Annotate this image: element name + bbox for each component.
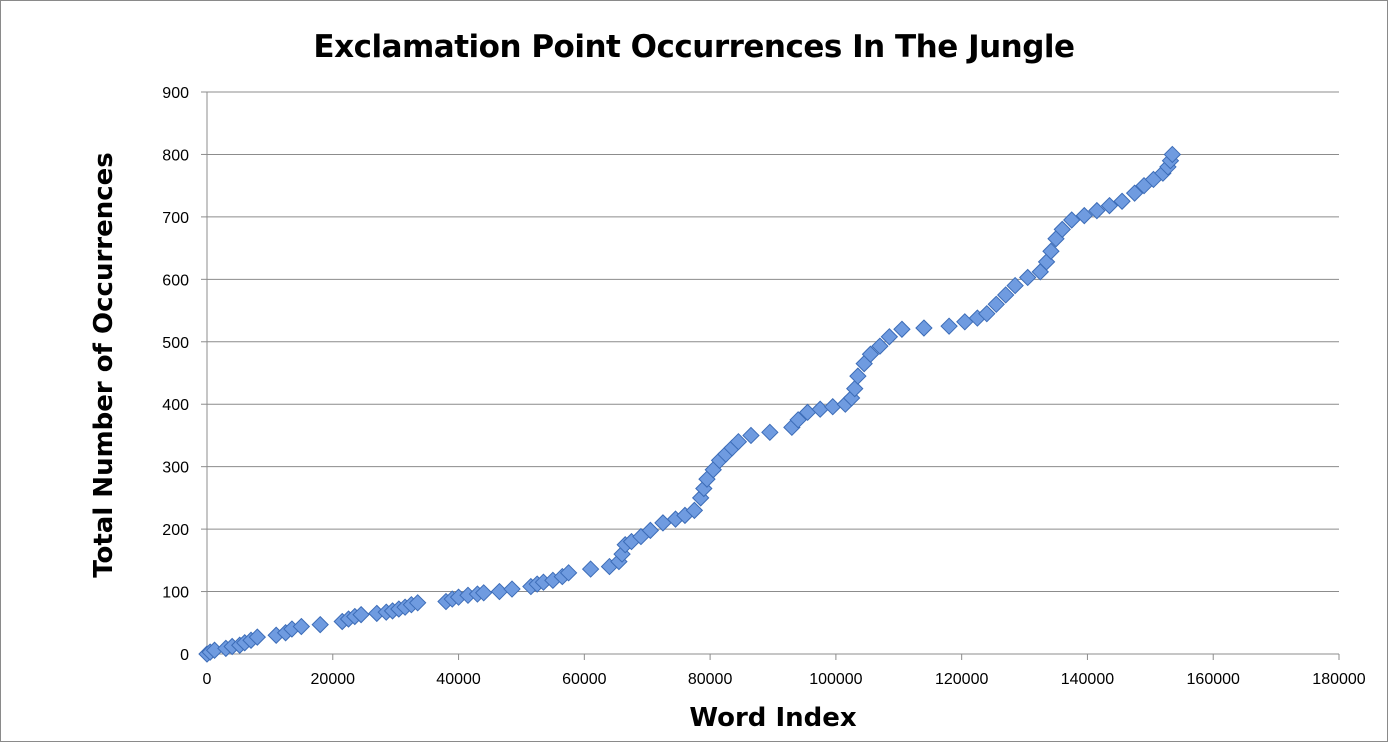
x-tick-label: 160000: [1187, 671, 1240, 688]
data-point: [871, 337, 889, 355]
data-point: [761, 423, 779, 442]
data-point: [849, 367, 867, 385]
data-point: [915, 319, 933, 337]
data-point: [880, 328, 899, 346]
data-point: [248, 628, 267, 646]
data-point: [1100, 196, 1119, 215]
x-tick-label: 40000: [436, 671, 481, 688]
data-point: [292, 617, 311, 636]
data-point: [846, 379, 864, 398]
data-point: [940, 317, 958, 335]
data-point: [1053, 220, 1071, 239]
chart-title: Exclamation Point Occurrences In The Jun…: [313, 29, 1075, 65]
data-point: [729, 432, 748, 451]
x-tick-label: 180000: [1312, 671, 1365, 688]
x-tick-label: 20000: [311, 671, 356, 688]
x-tick-label: 140000: [1061, 671, 1114, 688]
x-tick-label: 100000: [809, 671, 862, 688]
data-point: [1088, 201, 1106, 220]
data-point: [811, 400, 829, 418]
y-axis-title: Total Number of Occurrences: [89, 152, 119, 578]
y-tick-label: 300: [162, 460, 189, 477]
y-tick-label: 200: [162, 522, 189, 539]
data-point: [1075, 206, 1094, 225]
data-point: [1163, 145, 1182, 164]
x-tick-label: 120000: [935, 671, 988, 688]
data-point: [559, 564, 578, 582]
axes: [201, 91, 1340, 660]
data-point: [861, 345, 880, 363]
y-tick-label: 500: [162, 335, 189, 352]
y-tick-label: 700: [162, 210, 189, 227]
x-tick-label: 80000: [688, 671, 733, 688]
data-point: [1063, 211, 1081, 229]
data-point: [742, 426, 760, 445]
data-point: [996, 286, 1015, 304]
data-point: [654, 514, 672, 532]
y-tick-label: 600: [162, 272, 189, 289]
data-point: [352, 605, 370, 624]
data-point: [1006, 276, 1024, 295]
data-point: [475, 584, 493, 602]
x-tick-label: 60000: [562, 671, 607, 688]
data-point: [1125, 184, 1144, 202]
data-point: [503, 580, 521, 598]
data-point: [408, 594, 427, 612]
data-point: [956, 313, 974, 331]
data-point: [1113, 192, 1131, 210]
x-tick-labels: 0 20000 40000 60000 80000 100000 120000 140000 1…: [203, 671, 1366, 688]
y-tick-label: 0: [180, 647, 189, 664]
data-point: [824, 398, 842, 416]
y-tick-label: 900: [162, 85, 189, 102]
data-point: [581, 560, 600, 578]
data-point: [1037, 253, 1056, 271]
x-tick-label: 0: [203, 671, 212, 688]
grid-lines: [207, 91, 1339, 593]
data-point: [311, 615, 329, 634]
data-point: [490, 582, 509, 601]
y-tick-label: 400: [162, 397, 189, 414]
data-point: [978, 304, 996, 323]
data-markers: [198, 145, 1182, 663]
y-tick-labels: 0 100 200 300 400 500 600 700 800 900: [162, 85, 189, 664]
data-point: [641, 521, 660, 540]
x-axis-title: Word Index: [689, 703, 857, 733]
y-tick-label: 800: [162, 147, 189, 164]
y-tick-label: 100: [162, 585, 189, 602]
data-point: [1018, 268, 1037, 287]
data-point: [685, 501, 704, 520]
data-point: [1042, 242, 1060, 260]
data-point: [893, 320, 911, 338]
data-point: [789, 411, 807, 429]
data-point: [987, 295, 1005, 314]
